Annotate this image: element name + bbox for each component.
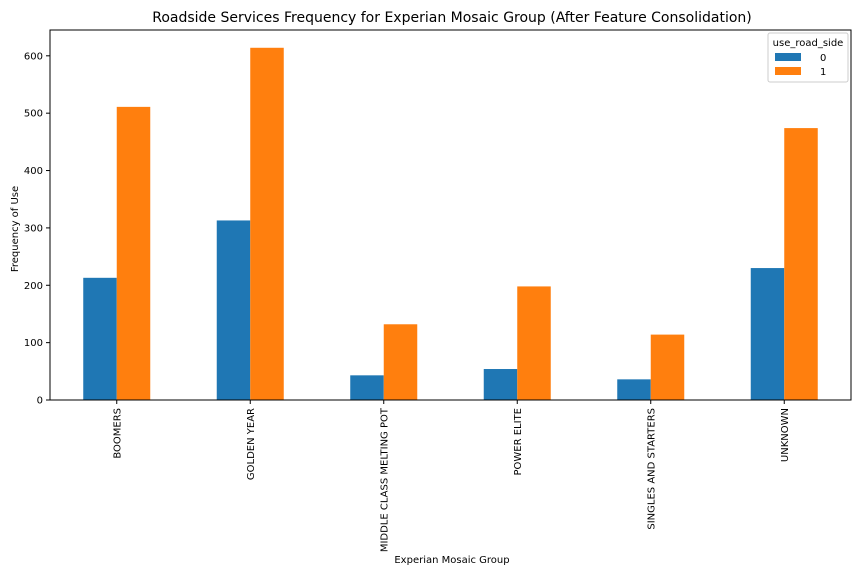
bar-series-0-power-elite xyxy=(483,369,518,400)
bar-series-1-golden-year xyxy=(250,47,284,400)
y-tick-label: 0 xyxy=(37,396,43,407)
y-tick-label: 300 xyxy=(24,223,43,234)
x-tick-label: MIDDLE CLASS MELTING POT xyxy=(379,407,390,552)
x-axis-label: Experian Mosaic Group xyxy=(394,555,509,566)
bar-series-1-power-elite xyxy=(517,286,551,400)
legend-label-1: 1 xyxy=(820,67,826,78)
bar-series-0-middle-class-melting-pot xyxy=(350,375,384,400)
legend-swatch-0 xyxy=(775,53,801,61)
x-tick-label: BOOMERS xyxy=(112,408,123,459)
x-tick-label: GOLDEN YEAR xyxy=(246,408,257,480)
bar-series-1-boomers xyxy=(116,106,151,401)
chart-title: Roadside Services Frequency for Experian… xyxy=(152,10,752,26)
y-axis-label: Frequency of Use xyxy=(10,186,21,272)
bar-series-1-singles-and-starters xyxy=(650,334,685,400)
y-tick-label: 500 xyxy=(24,109,43,120)
x-tick-label: POWER ELITE xyxy=(513,408,524,476)
legend-swatch-1 xyxy=(775,67,801,75)
bar-series-0-boomers xyxy=(83,277,117,400)
y-tick-label: 200 xyxy=(24,281,43,292)
x-tick-label: UNKNOWN xyxy=(780,408,791,462)
y-tick-label: 100 xyxy=(24,338,43,349)
bar-series-0-golden-year xyxy=(216,220,251,400)
x-tick-label: SINGLES AND STARTERS xyxy=(646,408,657,530)
legend-label-0: 0 xyxy=(820,53,826,64)
plot-area: 0 100 200 300 400 500 600 BOOMERS GOLDEN YEAR MID… xyxy=(24,29,852,552)
bar-series-1-unknown xyxy=(784,128,818,400)
legend-title: use_road_side xyxy=(773,38,844,49)
y-tick-label: 600 xyxy=(24,51,43,62)
bar-series-1-middle-class-melting-pot xyxy=(383,324,418,400)
bar-series-0-singles-and-starters xyxy=(617,379,651,400)
y-tick-label: 400 xyxy=(24,166,43,177)
bar-series-0-unknown xyxy=(750,268,785,400)
plot-frame xyxy=(49,29,852,401)
legend: use_road_side 0 1 xyxy=(767,32,849,83)
